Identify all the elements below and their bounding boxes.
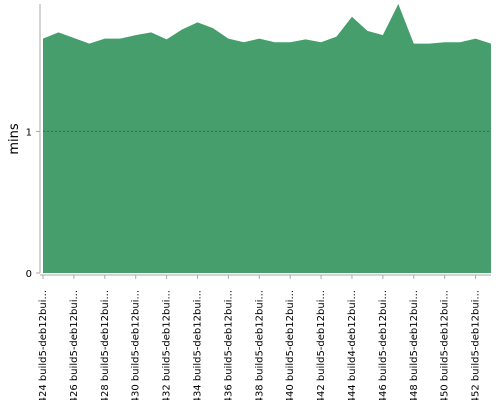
x-tick-label: #448 build5-deb12bui...	[409, 290, 420, 400]
x-tick-label: #450 build5-deb12bui...	[440, 290, 451, 400]
x-tick-label: #432 build5-deb12bui...	[162, 290, 173, 400]
x-tick-label: #440 build5-deb12bui...	[285, 290, 296, 400]
x-tick-label: #442 build5-deb12bui...	[316, 290, 327, 400]
x-tick-label: #436 build5-deb12bui...	[223, 290, 234, 400]
y-axis-label: mins	[7, 123, 22, 155]
x-tick-label: #428 build5-deb12bui...	[100, 290, 111, 400]
x-tick-label: #426 build5-deb12bui...	[69, 290, 80, 400]
y-tick-label: 0	[26, 269, 32, 280]
x-tick-label: #446 build5-deb12bui...	[378, 290, 389, 400]
x-tick-label: #434 build5-deb12bui...	[192, 290, 203, 400]
x-tick-label: #430 build5-deb12bui...	[131, 290, 142, 400]
x-tick-label: #452 build5-deb12bui...	[471, 290, 482, 400]
y-tick-label: 1	[26, 127, 32, 138]
area	[43, 4, 491, 273]
x-tick-label: #424 build5-deb12bui...	[38, 290, 49, 400]
x-tick-label: #444 build4-deb12bui...	[347, 290, 358, 400]
x-tick-label: #438 build5-deb12bui...	[254, 290, 265, 400]
